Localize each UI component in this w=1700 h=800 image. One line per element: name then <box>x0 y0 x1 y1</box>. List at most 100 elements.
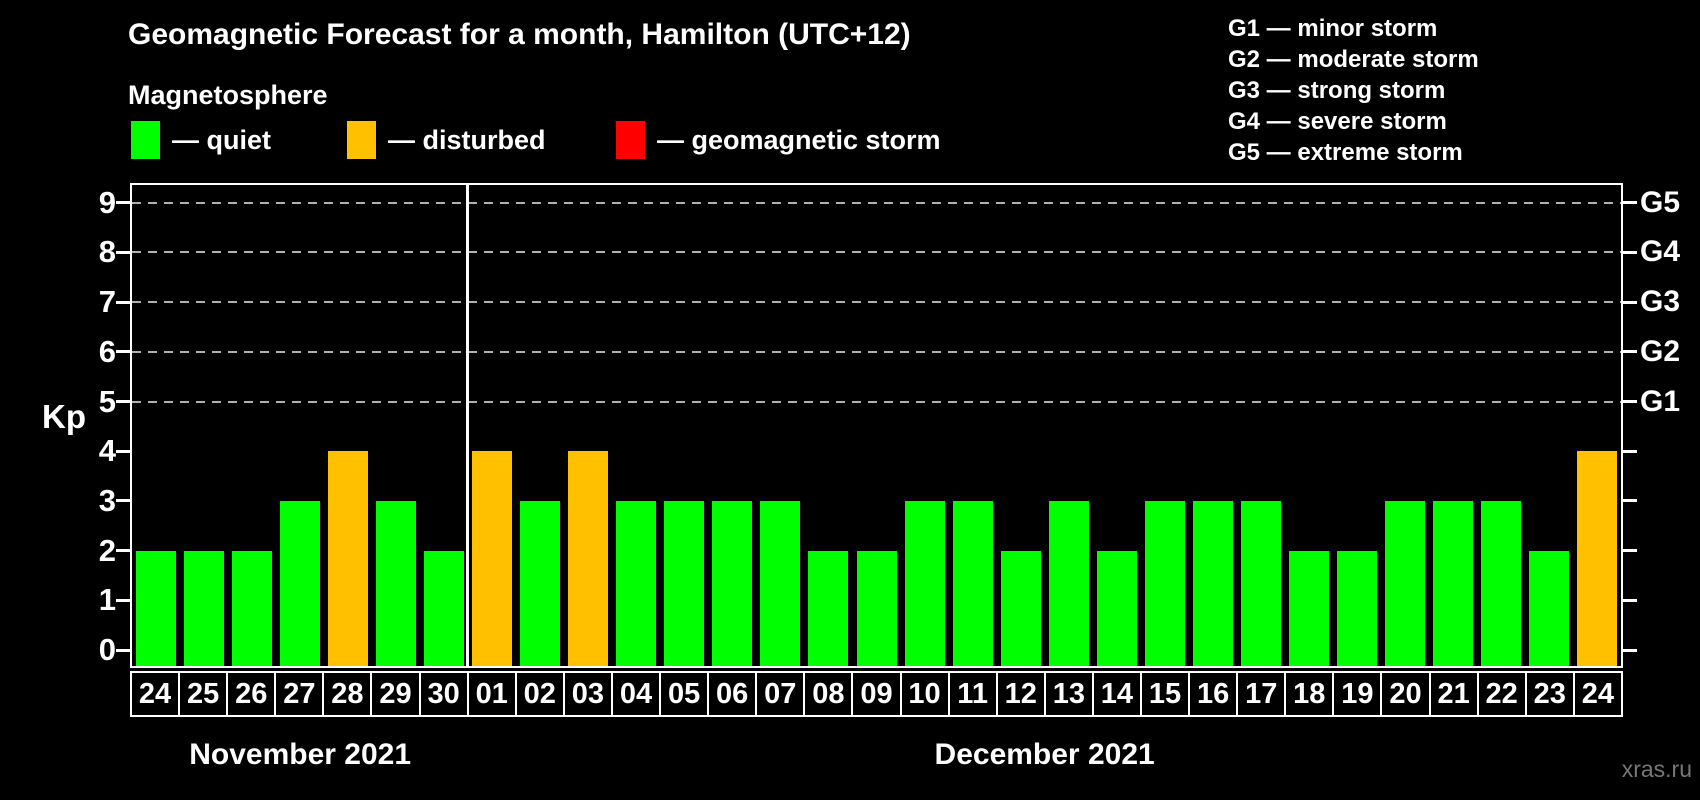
day-label-cell: 08 <box>803 673 851 715</box>
legend-item-disturbed: — disturbed <box>347 119 546 161</box>
kp-bar <box>1384 500 1425 666</box>
month-label: December 2021 <box>934 738 1155 771</box>
kp-bar <box>808 550 849 666</box>
g-axis-label: G4 <box>1640 235 1681 269</box>
y-tick-right <box>1621 499 1637 503</box>
day-label-cell: 16 <box>1188 673 1236 715</box>
day-label-cell: 24 <box>1572 673 1621 715</box>
day-label-cell: 09 <box>851 673 899 715</box>
kp-bar <box>1000 550 1041 666</box>
kp-6-gridline <box>132 350 1621 353</box>
day-label-cell: 30 <box>418 673 467 715</box>
kp-8-gridline <box>132 251 1621 254</box>
y-tick-left <box>116 400 130 403</box>
y-tick-label: 5 <box>98 383 116 419</box>
y-tick-label: 9 <box>98 184 116 220</box>
day-label-cell: 15 <box>1139 673 1188 715</box>
magnetosphere-legend-title: Magnetosphere <box>128 80 328 110</box>
day-label-cell: 24 <box>138 677 172 710</box>
kp-bar <box>1528 550 1569 666</box>
g-scale-legend-line: G3 — strong storm <box>1228 77 1446 104</box>
month-separator-line <box>465 185 469 666</box>
quiet-color-swatch <box>131 121 160 159</box>
day-label-cell: 22 <box>1476 673 1525 715</box>
kp-bar <box>472 451 513 666</box>
y-tick-label: 2 <box>98 532 116 568</box>
kp-bar <box>760 500 801 666</box>
day-label-cell: 01 <box>466 673 515 715</box>
y-tick-label: 1 <box>98 582 116 618</box>
g-scale-legend-line: G1 — minor storm <box>1228 15 1438 42</box>
kp-bar <box>232 550 273 666</box>
y-tick-right <box>1621 549 1637 553</box>
day-label-cell: 11 <box>947 673 996 715</box>
day-label-cell: 19 <box>1332 673 1380 715</box>
g-axis-label: G5 <box>1640 185 1681 219</box>
kp-bar <box>664 500 705 666</box>
kp-bar <box>1336 550 1377 666</box>
kp-bar <box>280 500 321 666</box>
month-label: November 2021 <box>189 738 412 771</box>
kp-bar <box>1096 550 1137 666</box>
kp-9-gridline <box>132 201 1621 204</box>
y-tick-left <box>116 449 130 453</box>
legend-item-quiet: — quiet <box>131 119 271 161</box>
kp-bar <box>328 451 369 666</box>
g-scale-legend-line: G5 — extreme storm <box>1228 139 1463 166</box>
day-labels-row: 24 25 26 27 28 29 30 01 02 03 04 05 06 07 08 09 10 11 12 13… <box>130 671 1623 717</box>
y-tick-left <box>116 598 130 602</box>
y-tick-left <box>116 350 130 354</box>
kp-bar <box>712 500 753 666</box>
kp-bar <box>1480 500 1521 666</box>
day-label-cell: 29 <box>370 673 418 715</box>
day-label-cell: 27 <box>274 673 322 715</box>
kp-bar <box>1576 451 1617 666</box>
day-label-cell: 18 <box>1284 673 1332 715</box>
day-label-cell: 14 <box>1091 673 1140 715</box>
day-label-cell: 13 <box>1043 673 1092 715</box>
y-axis-title: Kp <box>42 398 86 435</box>
day-label-cell: 06 <box>707 673 755 715</box>
y-tick-right <box>1621 201 1637 205</box>
y-tick-label: 6 <box>98 333 116 369</box>
day-label-cell: 10 <box>899 673 948 715</box>
day-label-cell: 21 <box>1428 673 1477 715</box>
y-tick-left <box>116 549 130 553</box>
y-tick-right <box>1621 598 1637 602</box>
y-tick-right <box>1621 350 1637 354</box>
y-tick-left <box>116 201 130 205</box>
y-tick-right <box>1621 250 1637 254</box>
kp-5-gridline <box>132 400 1621 403</box>
kp-bar <box>1048 500 1089 666</box>
kp-bar <box>856 550 897 666</box>
kp-bar <box>1432 500 1473 666</box>
kp-bar <box>904 500 945 666</box>
y-tick-left <box>116 648 130 652</box>
day-label-cell: 26 <box>226 673 274 715</box>
y-tick-right <box>1621 648 1637 652</box>
kp-bar <box>1288 550 1329 666</box>
kp-bar <box>568 451 609 666</box>
legend-item-label: — disturbed <box>388 124 546 155</box>
kp-bar <box>136 550 177 666</box>
g-axis-label: G1 <box>1640 384 1681 418</box>
kp-bar <box>1240 500 1281 666</box>
kp-bar <box>952 500 993 666</box>
y-tick-label: 7 <box>98 284 116 320</box>
kp-bar <box>376 500 417 666</box>
y-tick-label: 3 <box>98 482 116 518</box>
y-tick-left <box>116 250 130 254</box>
y-tick-right <box>1621 400 1637 403</box>
chart-title: Geomagnetic Forecast for a month, Hamilt… <box>128 18 911 51</box>
disturbed-color-swatch <box>347 121 376 159</box>
y-tick-label: 8 <box>98 234 116 270</box>
day-label-cell: 04 <box>610 673 659 715</box>
g-scale-legend-line: G4 — severe storm <box>1228 108 1447 135</box>
kp-bar <box>1192 500 1233 666</box>
day-label-cell: 25 <box>178 673 226 715</box>
legend-item-label: — quiet <box>172 124 271 155</box>
legend-item-storm: — geomagnetic storm <box>616 119 941 161</box>
day-label-cell: 23 <box>1524 673 1573 715</box>
kp-bar <box>616 500 657 666</box>
